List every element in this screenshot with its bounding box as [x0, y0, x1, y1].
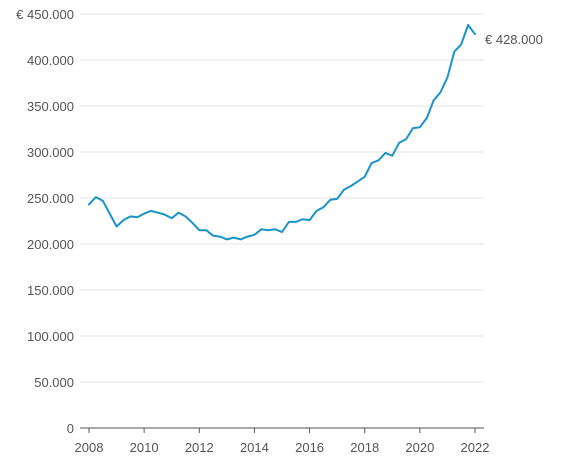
gridlines	[80, 13, 484, 383]
x-tick-label: 2012	[185, 440, 214, 455]
end-value-label: € 428.000	[485, 32, 543, 47]
x-tick-label: 2016	[295, 440, 324, 455]
x-tick-label: 2020	[405, 440, 434, 455]
y-axis-tick-labels: 0 50.000 100.000 150.000 200.000 250.000 300.0…	[16, 7, 74, 436]
series-line	[88, 24, 476, 241]
x-axis-tick-labels: 2008 2010 2012 2014 2016 2018 2020 2022	[75, 440, 490, 455]
y-tick-label: 100.000	[27, 329, 74, 344]
y-tick-label: € 450.000	[16, 7, 74, 22]
x-tick-label: 2014	[240, 440, 269, 455]
x-tick-label: 2008	[75, 440, 104, 455]
y-tick-label: 350.000	[27, 99, 74, 114]
x-axis	[80, 427, 484, 433]
y-tick-label: 200.000	[27, 237, 74, 252]
y-tick-label: 150.000	[27, 283, 74, 298]
y-tick-label: 400.000	[27, 53, 74, 68]
x-tick-label: 2010	[130, 440, 159, 455]
y-tick-label: 250.000	[27, 191, 74, 206]
y-tick-label: 300.000	[27, 145, 74, 160]
x-tick-label: 2018	[350, 440, 379, 455]
y-tick-label: 50.000	[34, 375, 74, 390]
x-tick-label: 2022	[461, 440, 490, 455]
series	[88, 24, 476, 241]
y-tick-label: 0	[67, 421, 74, 436]
